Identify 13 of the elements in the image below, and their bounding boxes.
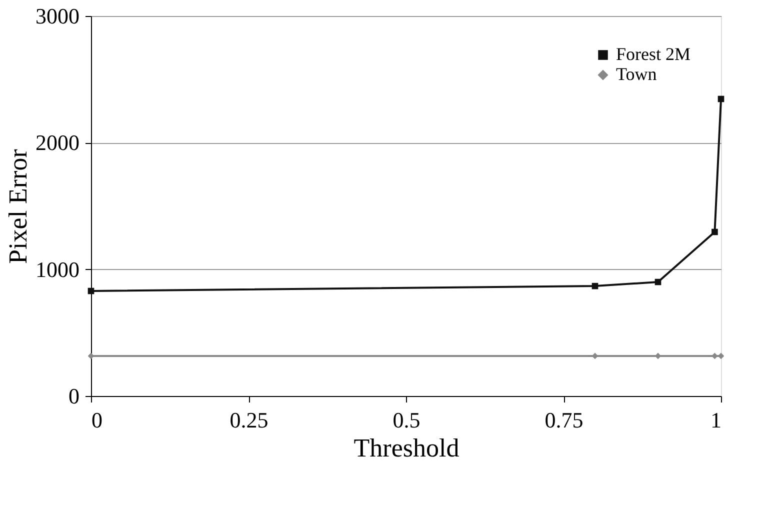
legend-label: Forest 2M: [616, 44, 691, 64]
y-axis-title: Pixel Error: [4, 148, 32, 264]
x-axis-title: Threshold: [354, 434, 460, 462]
y-tick-label: 0: [68, 384, 80, 408]
x-tick-label: 0.25: [230, 408, 268, 432]
x-tick-label: 0.5: [392, 408, 420, 432]
y-tick-label: 1000: [36, 256, 80, 282]
x-tick-label: 1: [710, 408, 722, 432]
legend-label: Town: [616, 64, 657, 84]
y-tick-label: 3000: [36, 4, 80, 28]
y-tick-label: 2000: [36, 130, 80, 156]
x-tick-label: 0: [92, 408, 102, 432]
x-tick-label: 0.75: [544, 408, 584, 432]
